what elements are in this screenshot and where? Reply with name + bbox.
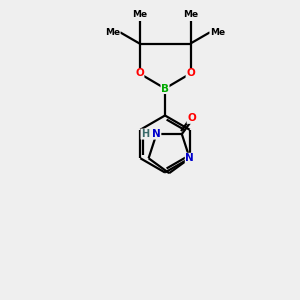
Text: Me: Me	[210, 28, 225, 37]
Text: O: O	[187, 113, 196, 123]
Text: B: B	[161, 83, 169, 94]
Text: N: N	[152, 129, 161, 139]
Text: N: N	[185, 153, 194, 163]
Text: O: O	[135, 68, 144, 79]
Text: Me: Me	[105, 28, 120, 37]
Text: O: O	[186, 68, 195, 79]
Text: Me: Me	[132, 10, 147, 19]
Text: Me: Me	[183, 10, 198, 19]
Text: H: H	[141, 129, 149, 139]
